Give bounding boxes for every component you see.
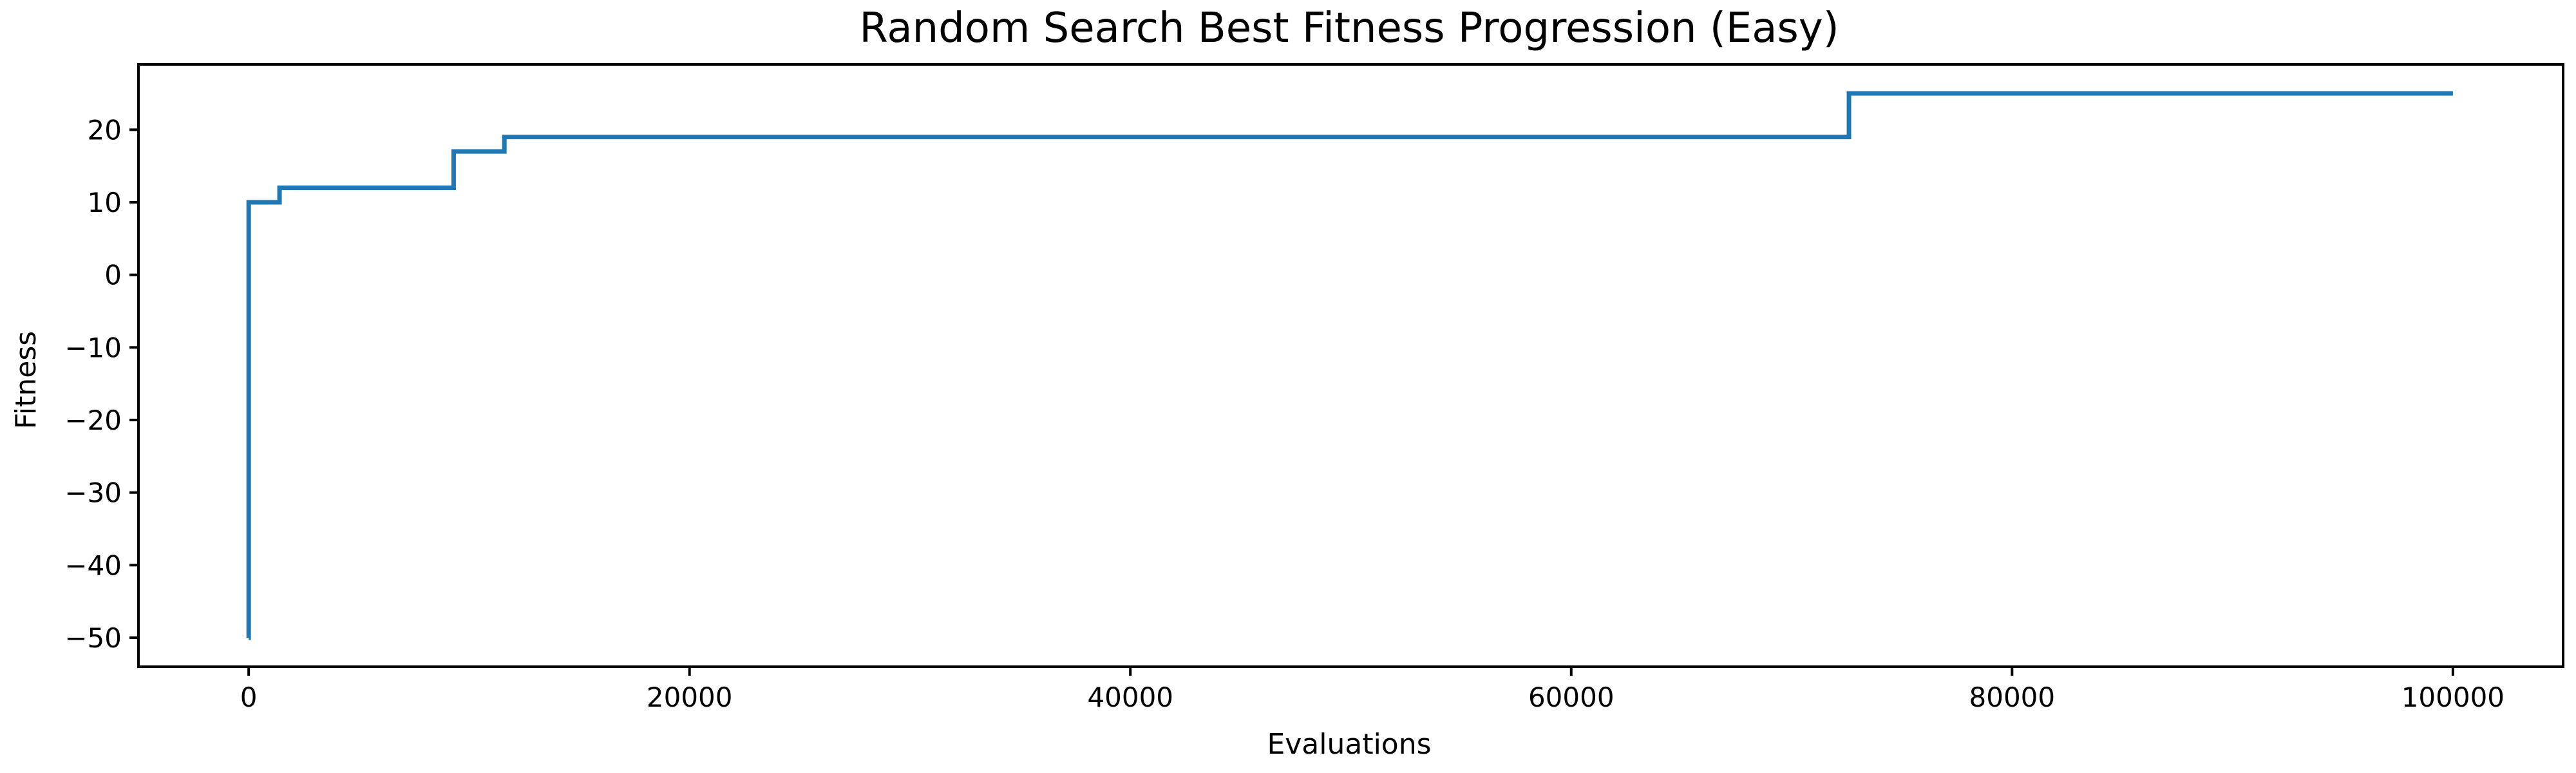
y-axis: −50 −40 −30 −20 −10 0 10 20: [64, 114, 138, 654]
x-tick-label: 80000: [1969, 682, 2056, 713]
chart-title: Random Search Best Fitness Progression (…: [859, 5, 1839, 52]
x-tick-label: 40000: [1087, 682, 1173, 713]
y-axis-label: Fitness: [10, 331, 43, 429]
y-tick-label: −40: [64, 549, 122, 581]
x-axis: 0 20000 40000 60000 80000 100000: [240, 667, 2505, 713]
x-axis-label: Evaluations: [1267, 728, 1431, 761]
x-tick-label: 0: [240, 682, 258, 713]
fitness-series-line: [246, 91, 2453, 640]
y-tick-label: 20: [88, 114, 122, 146]
plot-frame: [137, 63, 2564, 668]
y-tick-label: 10: [88, 187, 122, 218]
y-tick-label: −30: [64, 477, 122, 509]
y-tick-label: −20: [64, 405, 122, 436]
x-tick-label: 60000: [1528, 682, 1615, 713]
x-tick-label: 100000: [2401, 682, 2505, 713]
y-tick-label: −10: [64, 332, 122, 363]
y-tick-label: −50: [64, 622, 122, 654]
x-tick-label: 20000: [647, 682, 733, 713]
y-tick-label: 0: [104, 260, 122, 291]
